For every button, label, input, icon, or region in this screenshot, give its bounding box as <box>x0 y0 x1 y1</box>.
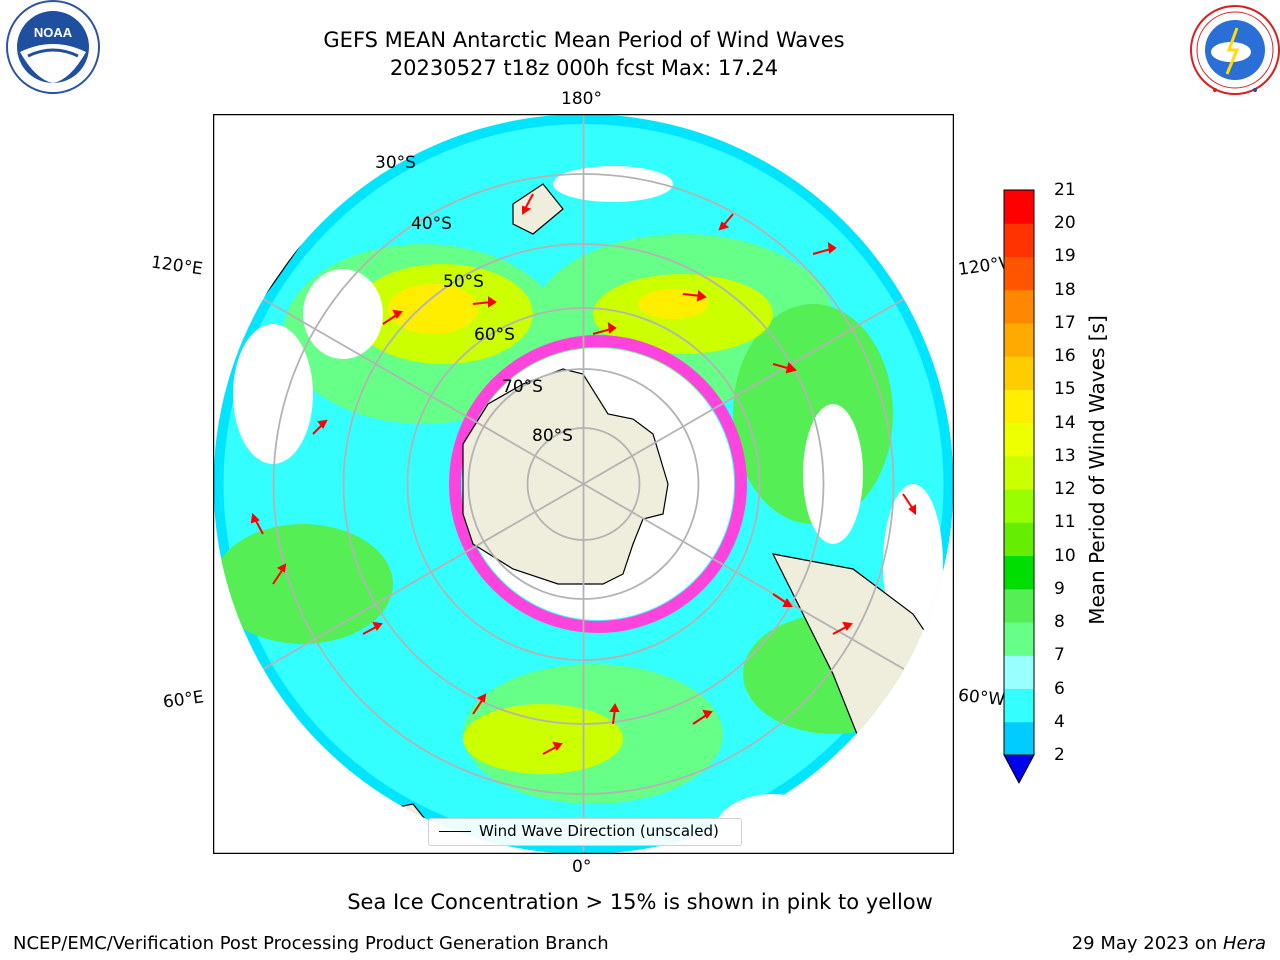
noaa-logo: NOAA <box>6 0 100 94</box>
footer-credit: NCEP/EMC/Verification Post Processing Pr… <box>13 933 609 954</box>
legend-text: Wind Wave Direction (unscaled) <box>479 822 719 840</box>
colorbar-tick-label: 6 <box>1054 678 1065 699</box>
colorbar-tick-label: 19 <box>1054 246 1076 267</box>
nws-logo <box>1190 5 1280 95</box>
colorbar-tick-label: 15 <box>1054 379 1076 400</box>
colorbar-tick-label: 2 <box>1054 745 1065 765</box>
colorbar-tick-label: 21 <box>1054 180 1076 200</box>
colorbar-bin <box>1004 555 1034 590</box>
footer-date: 29 May 2023 on Hera <box>1072 933 1266 954</box>
colorbar-tick-label: 7 <box>1054 645 1065 666</box>
lat-label-40s: 40°S <box>411 214 452 234</box>
colorbar-bin <box>1004 223 1034 257</box>
lon-label-180: 180° <box>561 89 602 109</box>
colorbar-tick-label: 16 <box>1054 346 1076 367</box>
colorbar-bin <box>1004 522 1034 557</box>
lat-label-50s: 50°S <box>443 272 484 292</box>
noaa-logo-text: NOAA <box>34 25 73 40</box>
colorbar-bin <box>1004 256 1034 291</box>
lat-label-60s: 60°S <box>474 325 515 345</box>
colorbar-tick-label: 9 <box>1054 578 1065 599</box>
colorbar-bin <box>1004 422 1034 457</box>
colorbar-bin <box>1004 190 1034 224</box>
chart-title: GEFS MEAN Antarctic Mean Period of Wind … <box>323 28 845 52</box>
colorbar-label: Mean Period of Wind Waves [s] <box>1085 315 1109 625</box>
map-legend: Wind Wave Direction (unscaled) <box>428 818 742 846</box>
colorbar-bin <box>1004 588 1034 623</box>
colorbar-tick-label: 4 <box>1054 711 1065 732</box>
colorbar <box>1003 189 1035 785</box>
colorbar-tick-label: 8 <box>1054 612 1065 633</box>
map-panel: 30°S 40°S 50°S 60°S 70°S 80°S <box>213 114 954 854</box>
colorbar-tick-label: 14 <box>1054 412 1076 433</box>
footer-machine: Hera <box>1222 933 1266 954</box>
colorbar-bin <box>1004 622 1034 656</box>
colorbar-bin <box>1004 721 1034 756</box>
colorbar-bin <box>1004 489 1034 523</box>
colorbar-bin <box>1004 389 1034 424</box>
chart-subtitle: 20230527 t18z 000h fcst Max: 17.24 <box>389 56 779 80</box>
lat-label-80s: 80°S <box>532 426 573 446</box>
colorbar-bin <box>1004 322 1034 357</box>
colorbar-tick-label: 13 <box>1054 445 1076 466</box>
sea-ice-note: Sea Ice Concentration > 15% is shown in … <box>347 890 933 914</box>
lat-label-70s: 70°S <box>502 377 543 397</box>
colorbar-bin <box>1004 655 1034 690</box>
colorbar-frame <box>1003 189 1035 756</box>
colorbar-tick-label: 11 <box>1054 512 1076 533</box>
colorbar-bin <box>1004 289 1034 324</box>
colorbar-underflow-arrow <box>1003 754 1035 785</box>
colorbar-bin <box>1004 455 1034 490</box>
colorbar-tick-label: 17 <box>1054 312 1076 333</box>
colorbar-tick-label: 18 <box>1054 279 1076 300</box>
lat-label-30s: 30°S <box>375 153 416 173</box>
lon-label-0: 0° <box>572 857 592 877</box>
colorbar-tick-label: 12 <box>1054 479 1076 500</box>
footer-date-text: 29 May 2023 on <box>1071 933 1223 954</box>
colorbar-bin <box>1004 688 1034 723</box>
lon-label-60w: 60°W <box>957 685 1006 711</box>
colorbar-tick-label: 20 <box>1054 213 1076 234</box>
polar-map: 30°S 40°S 50°S 60°S 70°S 80°S <box>213 114 954 854</box>
lon-label-60e: 60°E <box>161 687 206 713</box>
colorbar-bin <box>1004 356 1034 390</box>
lon-label-120e: 120°E <box>149 252 204 280</box>
legend-line-sample <box>439 831 471 832</box>
wind-direction-arrows <box>250 193 916 755</box>
colorbar-tick-label: 10 <box>1054 545 1076 566</box>
